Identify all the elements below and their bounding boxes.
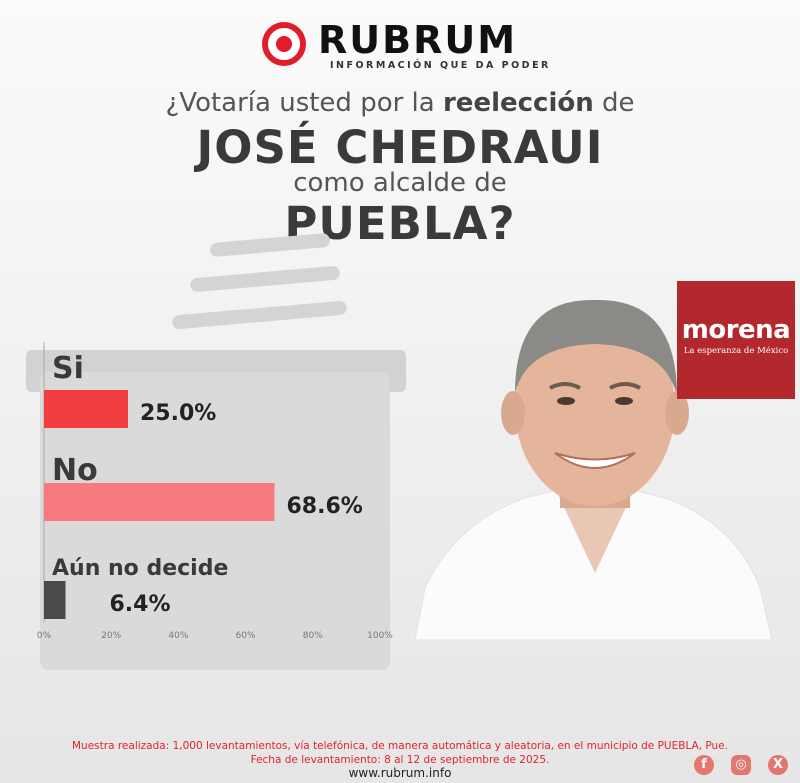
question-line-3: como alcalde de <box>293 168 507 198</box>
candidate-photo <box>415 299 772 640</box>
party-tagline: La esperanza de México <box>683 346 789 356</box>
category-label: Si <box>52 351 84 386</box>
x-tick-label: 20% <box>101 631 121 641</box>
instagram-icon[interactable]: ◎ <box>731 755 751 775</box>
methodology-note: Muestra realizada: 1,000 levantamientos,… <box>72 740 728 752</box>
x-tick-label: 100% <box>367 631 393 641</box>
rubrum-logo-icon <box>262 22 306 66</box>
bar <box>44 390 128 428</box>
category-label: Aún no decide <box>52 556 228 581</box>
x-tick-label: 60% <box>236 631 256 641</box>
brand-tagline: INFORMACIÓN QUE DA PODER <box>330 60 551 71</box>
x-tick-label: 40% <box>168 631 188 641</box>
brand-name: RUBRUM <box>318 18 518 62</box>
city-name: PUEBLA? <box>284 197 516 250</box>
morena-party-logo: morena La esperanza de México <box>677 281 795 399</box>
facebook-icon[interactable]: f <box>694 755 714 775</box>
party-name: morena <box>681 315 791 345</box>
category-label: No <box>52 453 98 488</box>
question-line-1: ¿Votaría usted por la reelección de <box>165 88 635 118</box>
data-label: 6.4% <box>110 592 171 617</box>
candidate-name: JOSÉ CHEDRAUI <box>196 121 604 174</box>
x-tick-label: 0% <box>37 631 52 641</box>
ballot-paper-decoration <box>171 300 348 330</box>
results-bar-chart: Si 25.0% No 68.6% Aún no decide 6.4% 0% 20% 40% 6… <box>37 342 393 641</box>
x-tick-label: 80% <box>303 631 323 641</box>
data-label: 25.0% <box>140 401 216 426</box>
bar <box>44 483 275 521</box>
website-link[interactable]: www.rubrum.info <box>348 766 452 780</box>
survey-date-note: Fecha de levantamiento: 8 al 12 de septi… <box>250 754 550 766</box>
brand-logo: RUBRUM INFORMACIÓN QUE DA PODER <box>0 18 800 78</box>
data-label: 68.6% <box>286 494 362 519</box>
ballot-paper-decoration <box>189 265 341 293</box>
bar <box>44 581 66 619</box>
x-icon[interactable]: X <box>768 755 788 775</box>
